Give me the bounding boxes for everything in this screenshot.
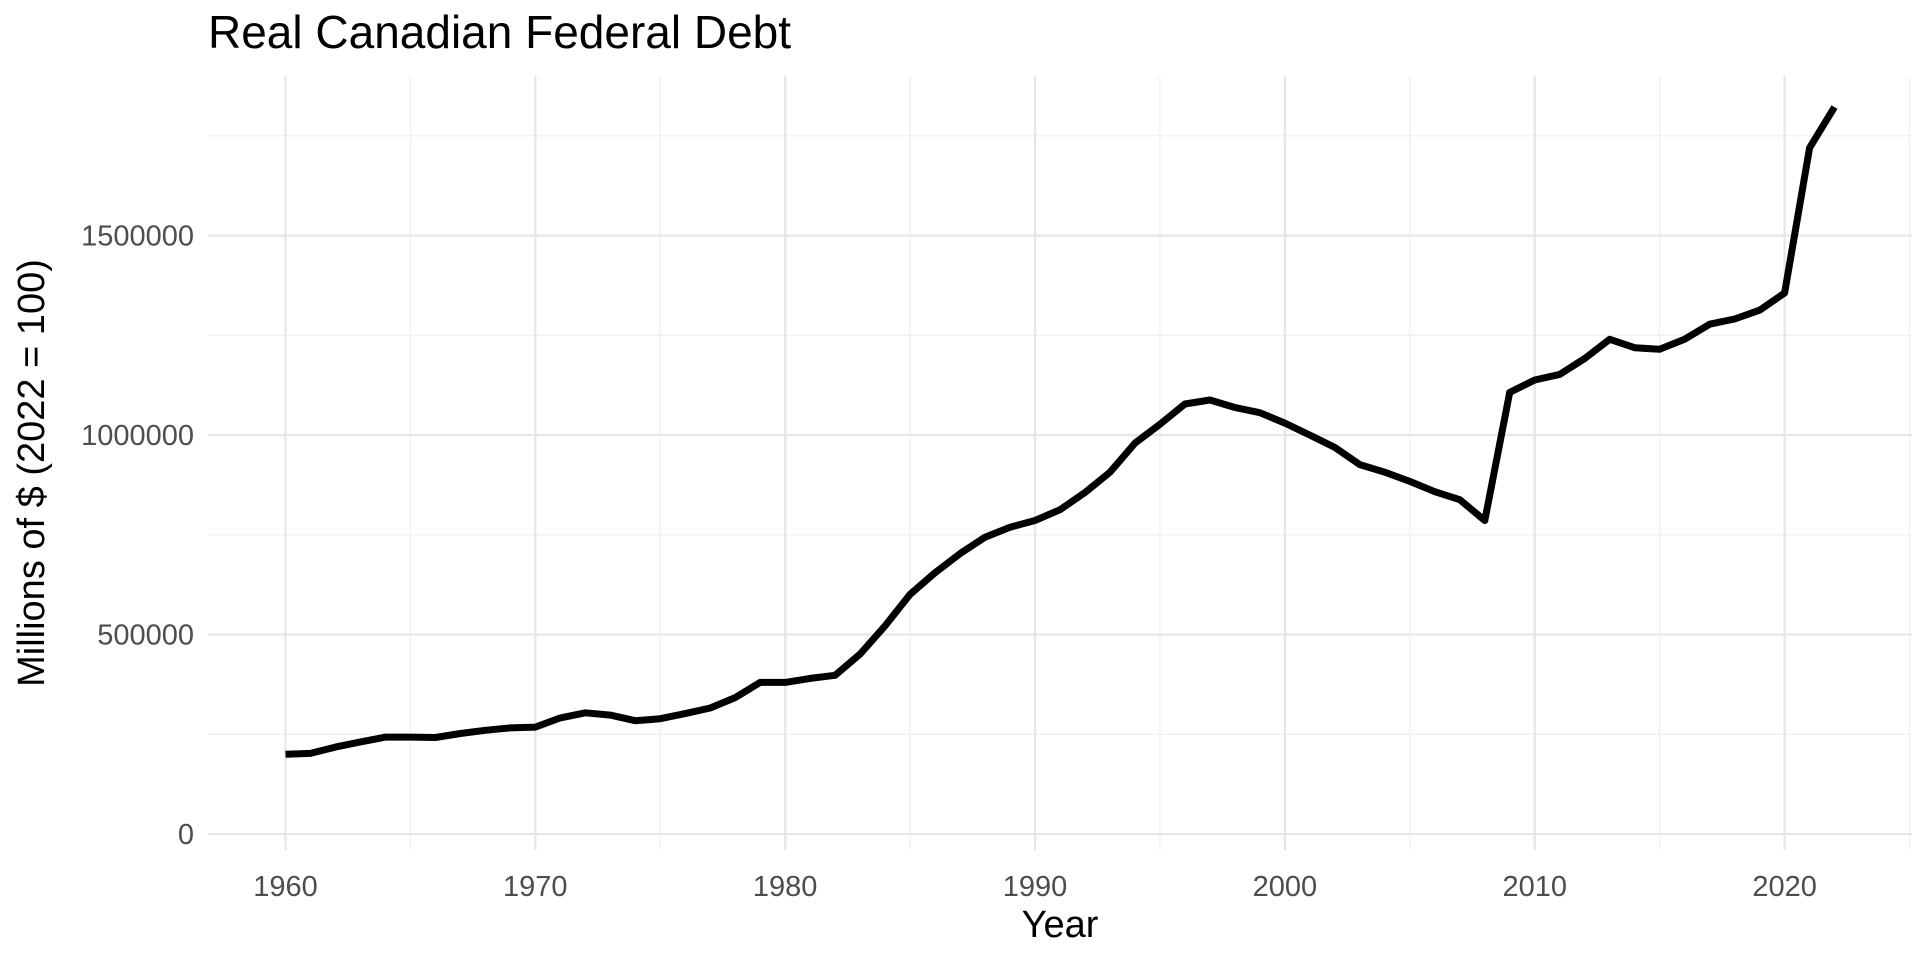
y-tick-label: 500000 [97, 620, 194, 652]
x-tick-label: 2010 [1502, 871, 1567, 903]
y-tick-label: 1000000 [81, 420, 194, 452]
x-tick-label: 2000 [1253, 871, 1318, 903]
y-tick-label: 1500000 [81, 221, 194, 253]
x-tick-label: 2020 [1752, 871, 1817, 903]
y-axis-tick-labels: 0 500000 1000000 1500000 [81, 221, 194, 851]
x-tick-label: 1970 [503, 871, 568, 903]
chart-title: Real Canadian Federal Debt [208, 6, 791, 58]
y-axis-title: Millions of $ (2022 = 100) [11, 259, 53, 687]
major-gridlines [208, 76, 1912, 850]
x-tick-label: 1960 [253, 871, 318, 903]
x-tick-label: 1980 [753, 871, 818, 903]
data-series [285, 105, 1838, 758]
x-tick-label: 1990 [1003, 871, 1068, 903]
minor-gridlines [208, 76, 1912, 850]
y-tick-label: 0 [178, 819, 194, 851]
series-line [285, 105, 1838, 758]
x-axis-title: Year [1022, 904, 1099, 946]
x-axis-tick-labels: 1960 1970 1980 1990 2000 2010 2020 [253, 871, 1817, 903]
